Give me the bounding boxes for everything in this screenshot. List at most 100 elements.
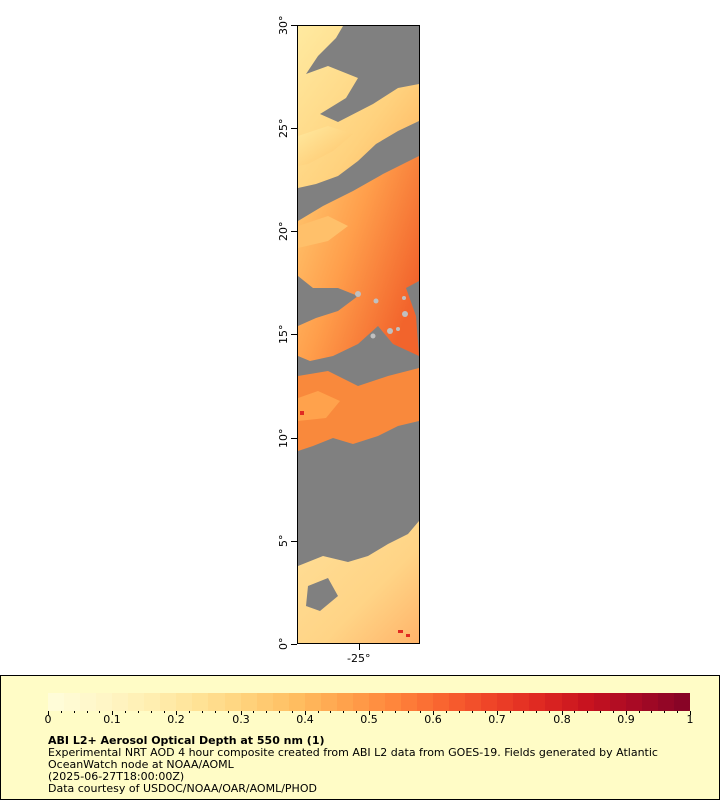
- aod-map: [297, 25, 420, 644]
- y-tick: [291, 128, 297, 129]
- aod-plume-main-2: [298, 216, 348, 248]
- colorbar-tick: [382, 711, 383, 713]
- y-tick-label: 30°: [277, 15, 290, 36]
- colorbar-tick-label: 0.8: [553, 713, 571, 726]
- colorbar-tick: [215, 711, 216, 713]
- x-tick: [359, 644, 360, 650]
- colorbar-tick: [164, 711, 165, 713]
- y-tick: [291, 231, 297, 232]
- colorbar-swatch: [320, 693, 337, 711]
- colorbar-tick: [48, 711, 49, 715]
- colorbar-tick: [523, 711, 524, 713]
- y-tick: [291, 644, 297, 645]
- legend-panel: ABI L2+ Aerosol Optical Depth at 550 nm …: [0, 675, 720, 800]
- colorbar-tick: [677, 711, 678, 713]
- y-tick: [291, 541, 297, 542]
- colorbar-tick: [125, 711, 126, 713]
- colorbar-tick: [253, 711, 254, 713]
- colorbar-tick: [151, 711, 152, 713]
- colorbar-tick: [549, 711, 550, 713]
- aod-plume-south: [298, 521, 419, 643]
- colorbar-swatch: [352, 693, 369, 711]
- colorbar-swatch: [417, 693, 434, 711]
- colorbar-tick: [485, 711, 486, 713]
- colorbar-swatch: [144, 693, 161, 711]
- colorbar-tick: [176, 711, 177, 715]
- colorbar-swatch: [64, 693, 81, 711]
- colorbar-swatch: [48, 693, 65, 711]
- colorbar-swatch: [112, 693, 129, 711]
- colorbar-swatch: [673, 693, 690, 711]
- colorbar-tick: [138, 711, 139, 713]
- colorbar-swatch: [625, 693, 642, 711]
- colorbar-swatch: [224, 693, 241, 711]
- y-tick-label: 5°: [277, 534, 290, 548]
- colorbar-tick: [330, 711, 331, 713]
- y-tick-label: 20°: [277, 221, 290, 242]
- colorbar-tick-label: 0.9: [617, 713, 635, 726]
- colorbar-swatch: [160, 693, 177, 711]
- colorbar-tick: [626, 711, 627, 715]
- colorbar-tick: [562, 711, 563, 715]
- colorbar: [48, 693, 690, 711]
- colorbar-swatch: [192, 693, 209, 711]
- colorbar-swatch: [80, 693, 97, 711]
- y-tick-label: 10°: [277, 428, 290, 449]
- colorbar-tick: [420, 711, 421, 713]
- colorbar-swatch: [240, 693, 257, 711]
- colorbar-tick: [369, 711, 370, 715]
- high-aod-specks: [300, 411, 410, 637]
- legend-description-line2: OceanWatch node at NOAA/AOML: [48, 758, 234, 771]
- colorbar-tick: [305, 711, 306, 715]
- colorbar-swatch: [176, 693, 193, 711]
- colorbar-swatch: [449, 693, 466, 711]
- colorbar-tick: [446, 711, 447, 713]
- colorbar-swatch: [465, 693, 482, 711]
- colorbar-swatch: [401, 693, 418, 711]
- colorbar-tick-label: 0.7: [488, 713, 506, 726]
- colorbar-tick: [74, 711, 75, 713]
- colorbar-swatch: [433, 693, 450, 711]
- colorbar-tick: [574, 711, 575, 713]
- colorbar-swatch: [497, 693, 514, 711]
- legend-timestamp: (2025-06-27T18:00:00Z): [48, 770, 185, 783]
- colorbar-swatch: [529, 693, 546, 711]
- colorbar-swatch: [272, 693, 289, 711]
- colorbar-tick: [536, 711, 537, 713]
- colorbar-tick-label: 1: [686, 713, 694, 726]
- y-tick: [291, 25, 297, 26]
- colorbar-tick: [356, 711, 357, 713]
- colorbar-tick: [459, 711, 460, 713]
- y-tick-label: 0°: [277, 637, 290, 651]
- colorbar-swatch: [657, 693, 674, 711]
- colorbar-tick: [61, 711, 62, 713]
- colorbar-swatch: [128, 693, 145, 711]
- colorbar-tick: [112, 711, 113, 715]
- colorbar-swatch: [513, 693, 530, 711]
- colorbar-swatch: [384, 693, 402, 711]
- colorbar-tick: [343, 711, 344, 713]
- colorbar-tick-label: 0.5: [360, 713, 378, 726]
- colorbar-tick: [600, 711, 601, 713]
- aod-patch-south-gray: [306, 578, 338, 611]
- legend-title: ABI L2+ Aerosol Optical Depth at 550 nm …: [48, 734, 325, 747]
- colorbar-tick-label: 0.3: [232, 713, 250, 726]
- colorbar-tick: [241, 711, 242, 715]
- colorbar-swatch: [96, 693, 113, 711]
- y-tick: [291, 438, 297, 439]
- colorbar-swatch: [256, 693, 273, 711]
- colorbar-swatch: [336, 693, 353, 711]
- colorbar-tick: [87, 711, 88, 713]
- colorbar-tick: [510, 711, 511, 713]
- colorbar-tick: [651, 711, 652, 713]
- aod-plume-main: [298, 156, 419, 361]
- colorbar-swatch: [545, 693, 562, 711]
- colorbar-tick: [266, 711, 267, 713]
- colorbar-swatch: [304, 693, 321, 711]
- colorbar-swatch: [368, 693, 385, 711]
- aod-patch-10n: [298, 368, 419, 451]
- legend-credit: Data courtesy of USDOC/NOAA/OAR/AOML/PHO…: [48, 782, 317, 795]
- colorbar-tick: [395, 711, 396, 713]
- colorbar-tick: [202, 711, 203, 713]
- colorbar-tick: [433, 711, 434, 715]
